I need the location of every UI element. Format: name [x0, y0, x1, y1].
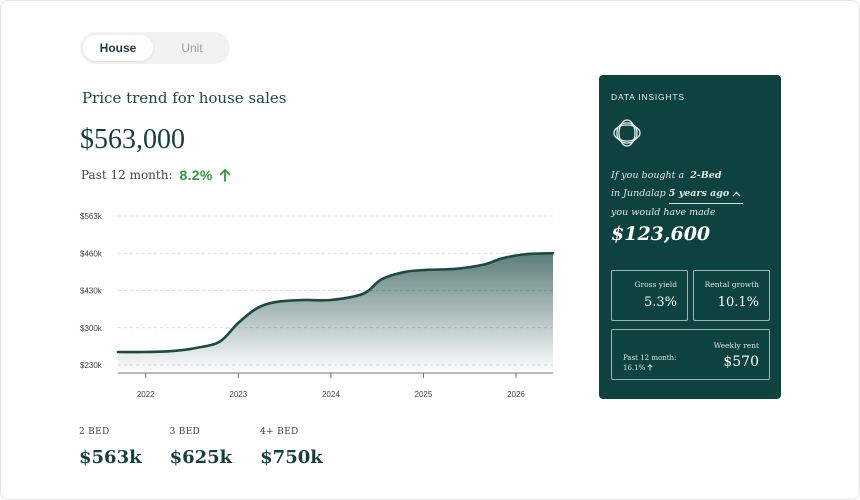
y-tick-label: $430k — [80, 287, 103, 296]
years-ago-dropdown[interactable]: 5 years ago — [668, 185, 744, 204]
bed-2: 2 BED $563k — [79, 427, 142, 468]
brand-logo-icon — [613, 119, 641, 147]
insight-sentence: If you bought a 2-Bed in Jundalap 5 year… — [611, 167, 776, 222]
change-label: Past 12 month: — [81, 168, 173, 182]
x-tick-label: 2022 — [137, 390, 155, 399]
bed-value: $750k — [260, 447, 323, 468]
weekly-rent-box: Weekly rent $570 Past 12 month: 16.1% — [611, 329, 770, 380]
y-tick-label: $563k — [80, 212, 103, 221]
panel-title: DATA INSIGHTS — [611, 92, 685, 102]
x-tick-label: 2024 — [322, 390, 340, 399]
toggle-house[interactable]: House — [83, 35, 153, 61]
gross-yield-box: Gross yield 5.3% — [611, 270, 688, 321]
bed-label: 4+ BED — [260, 427, 299, 437]
gross-yield-value: 5.3% — [643, 295, 677, 310]
weekly-rent-label: Weekly rent — [713, 341, 759, 350]
price-area-fill — [118, 253, 553, 373]
x-tick-label: 2023 — [229, 390, 247, 399]
bed-type: 2-Bed — [690, 170, 722, 181]
rental-growth-value: 10.1% — [717, 295, 759, 310]
x-tick-label: 2025 — [415, 390, 433, 399]
bed-4plus: 4+ BED $750k — [260, 427, 323, 468]
change-value: 8.2% — [179, 167, 213, 183]
rental-growth-box: Rental growth 10.1% — [693, 270, 770, 321]
rent-change: Past 12 month: 16.1% — [623, 353, 676, 373]
bed-value: $625k — [169, 447, 233, 468]
bed-label: 2 BED — [79, 427, 110, 437]
price-change: Past 12 month: 8.2% — [81, 167, 231, 183]
current-price: $563,000 — [80, 124, 185, 155]
years-ago-value: 5 years ago — [668, 188, 730, 199]
arrow-up-icon — [219, 169, 231, 182]
bed-3: 3 BED $625k — [170, 427, 233, 468]
bed-label: 3 BED — [169, 427, 201, 437]
chevron-up-icon — [732, 191, 741, 196]
rent-change-label: Past 12 month: — [623, 354, 677, 362]
rent-change-value: 16.1% — [623, 364, 646, 372]
price-trend-line — [116, 251, 555, 354]
chart-title: Price trend for house sales — [82, 89, 287, 107]
insight-suffix: you would have made — [611, 207, 716, 218]
weekly-rent-value: $570 — [723, 354, 759, 370]
y-tick-label: $460k — [80, 249, 103, 258]
bed-value: $563k — [79, 447, 142, 468]
profit-amount: $123,600 — [611, 223, 711, 245]
x-tick-label: 2026 — [507, 390, 525, 399]
y-tick-label: $230k — [80, 361, 103, 370]
insight-prefix: If you bought a — [611, 170, 685, 181]
toggle-unit[interactable]: Unit — [181, 41, 203, 55]
property-type-toggle: House Unit — [80, 32, 230, 64]
location-text: in Jundalap — [611, 188, 666, 199]
arrow-up-small-icon — [647, 364, 654, 371]
data-insights-panel: DATA INSIGHTS If you bought a 2-Bed in J… — [599, 75, 781, 399]
rental-growth-label: Rental growth — [704, 280, 759, 289]
price-trend-chart: $563k $460k $430k $300k $230k 2022 2023 2024 20… — [80, 212, 555, 399]
gross-yield-label: Gross yield — [634, 280, 677, 289]
y-tick-label: $300k — [80, 324, 103, 333]
bed-prices: 2 BED $563k 3 BED $625k 4+ BED $750k — [79, 427, 351, 468]
